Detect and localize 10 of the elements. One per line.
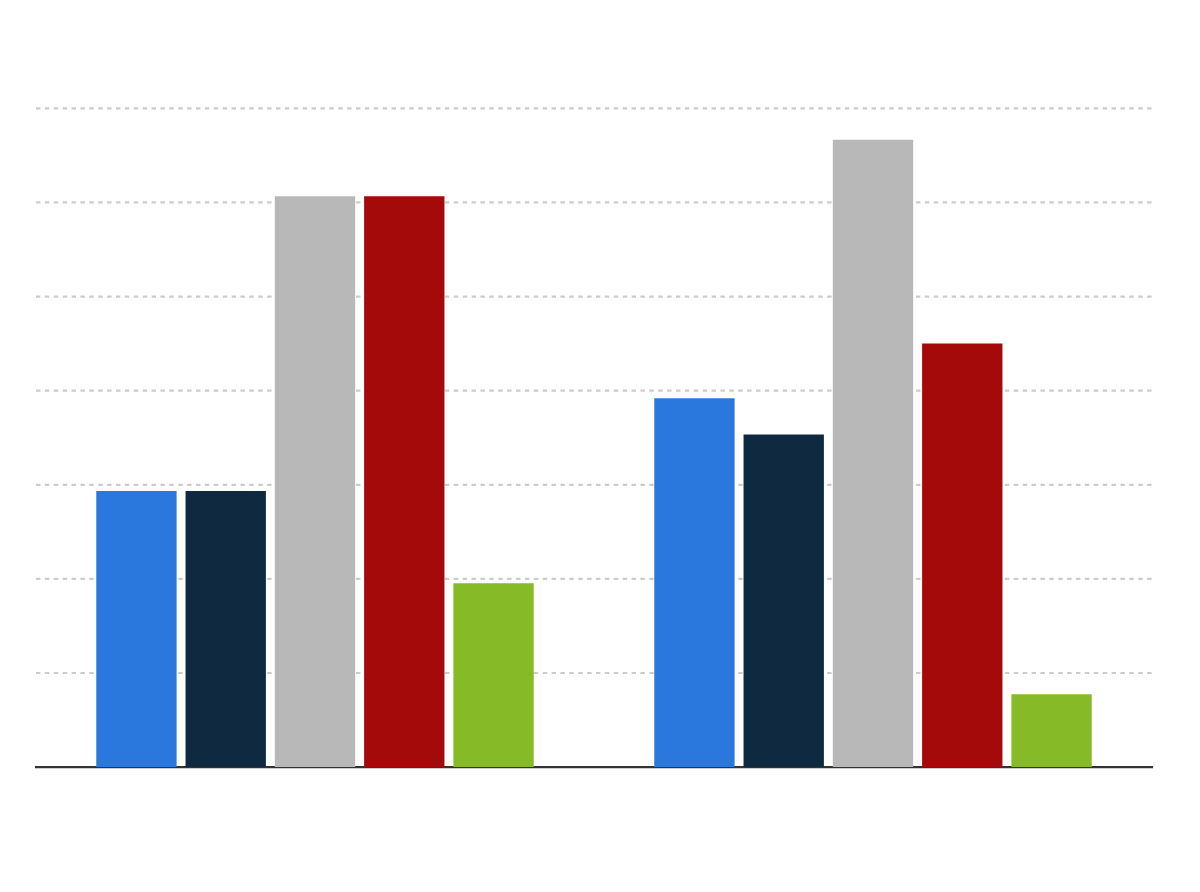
bar xyxy=(922,343,1003,768)
bar xyxy=(453,583,534,768)
bar xyxy=(743,434,824,768)
bar xyxy=(832,139,914,768)
bar xyxy=(654,398,735,768)
bar xyxy=(1011,694,1092,768)
bar xyxy=(96,491,177,768)
bar xyxy=(364,196,445,768)
bar xyxy=(274,196,356,768)
bar xyxy=(185,491,266,768)
